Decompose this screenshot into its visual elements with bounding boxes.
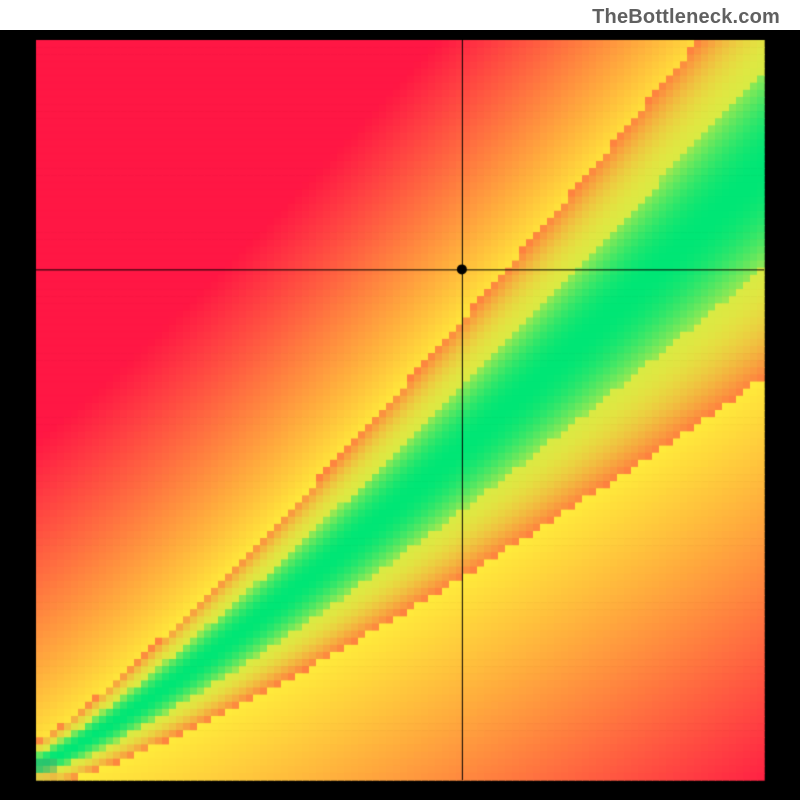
- chart-area: [0, 30, 800, 800]
- attribution-text: TheBottleneck.com: [592, 6, 780, 29]
- heatmap-canvas: [0, 30, 800, 800]
